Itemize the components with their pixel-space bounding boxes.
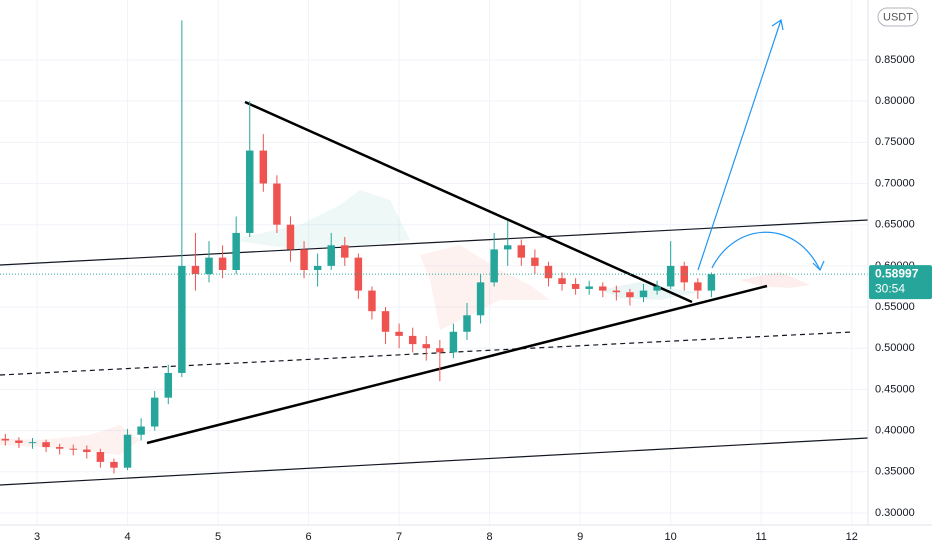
candle-body — [286, 224, 295, 250]
candle-body — [259, 150, 268, 184]
candle-body — [544, 265, 553, 279]
candle-body — [178, 265, 186, 373]
candle-body — [503, 245, 512, 250]
y-tick-label: 0.55000 — [875, 301, 915, 313]
candle-body — [517, 245, 526, 258]
y-tick-label: 0.75000 — [875, 136, 915, 148]
y-tick-label: 0.70000 — [875, 177, 915, 189]
candle-body — [449, 331, 458, 353]
candle-body — [137, 426, 145, 435]
y-tick-label: 0.45000 — [875, 383, 915, 395]
y-tick-label: 0.35000 — [875, 466, 915, 478]
candle-body — [558, 278, 566, 284]
cloud-green — [230, 190, 410, 250]
candle-body — [232, 232, 240, 270]
x-tick-label: 3 — [34, 531, 40, 543]
y-tick-label: 0.65000 — [875, 219, 915, 231]
candle-body — [1, 438, 10, 441]
x-tick-label: 6 — [306, 531, 312, 543]
candle-body — [626, 292, 634, 298]
candle-body — [395, 331, 403, 336]
candle-body — [300, 249, 308, 270]
candle-body — [368, 290, 376, 312]
arrow-arc — [711, 231, 821, 271]
ichimoku-cloud — [0, 190, 810, 455]
candle-body — [42, 442, 50, 448]
y-tick-label: 0.40000 — [875, 425, 915, 437]
cloud-red — [740, 272, 810, 288]
y-tick-label: 0.85000 — [875, 54, 915, 66]
candle-body — [639, 290, 648, 298]
x-tick-label: 11 — [755, 531, 766, 543]
candle-body — [205, 257, 213, 275]
last-price-label: 0.58997 — [875, 266, 919, 280]
candle-body — [96, 452, 105, 462]
currency: USDT — [883, 11, 913, 23]
candle-body — [666, 265, 675, 287]
x-tick-label: 5 — [215, 531, 221, 543]
x-tick-label: 10 — [665, 531, 677, 543]
triangle-bottom — [146, 284, 768, 445]
arrowhead — [812, 260, 825, 272]
candle-body — [313, 265, 322, 270]
channel-line — [0, 437, 869, 486]
candle-body — [476, 282, 485, 316]
x-tick-label: 4 — [124, 531, 130, 543]
channel-line — [0, 219, 869, 266]
cloud-red — [0, 425, 140, 455]
candle-body — [273, 183, 281, 225]
candle-body — [110, 461, 118, 468]
candle-body — [150, 397, 159, 427]
candle-body — [408, 335, 417, 345]
candles — [0, 20, 868, 474]
candle-body — [653, 286, 661, 291]
candle-body — [381, 311, 390, 332]
currency-badge[interactable] — [877, 7, 919, 27]
candle-body — [55, 447, 64, 449]
candle-body — [69, 448, 77, 450]
triangle-top — [244, 100, 693, 304]
candle-body — [463, 315, 471, 332]
candle-body — [83, 449, 91, 453]
candle-body — [490, 249, 498, 283]
candle-body — [694, 282, 702, 291]
candle-body — [15, 440, 23, 443]
arrow-up — [697, 19, 782, 271]
candle-body — [218, 257, 227, 270]
candle-body — [123, 434, 132, 468]
x-tick-label: 8 — [487, 531, 493, 543]
candle-body — [327, 245, 335, 266]
candle-body — [341, 245, 349, 258]
candle-body — [585, 286, 593, 289]
countdown: 30:54 — [875, 281, 905, 295]
y-tick-label: 0.50000 — [875, 342, 915, 354]
candle-body — [531, 257, 539, 266]
candle-body — [422, 344, 430, 349]
arrowhead — [771, 19, 784, 31]
candle-body — [191, 265, 200, 275]
candle-body — [354, 257, 363, 291]
candle-body — [599, 286, 607, 291]
candle-body — [164, 372, 173, 398]
x-tick-label: 12 — [846, 531, 858, 543]
y-tick-label: 0.30000 — [875, 507, 915, 519]
last-price-box — [869, 265, 932, 300]
candle-body — [436, 348, 444, 353]
candle-body — [246, 150, 254, 233]
candle-body — [571, 283, 580, 289]
cloud-red — [420, 245, 550, 330]
candle-body — [707, 274, 716, 291]
candle-body — [28, 442, 37, 444]
x-tick-label: 7 — [396, 531, 402, 543]
y-tick-label: 0.80000 — [875, 95, 915, 107]
x-tick-label: 9 — [577, 531, 583, 543]
candle-body — [612, 290, 621, 293]
